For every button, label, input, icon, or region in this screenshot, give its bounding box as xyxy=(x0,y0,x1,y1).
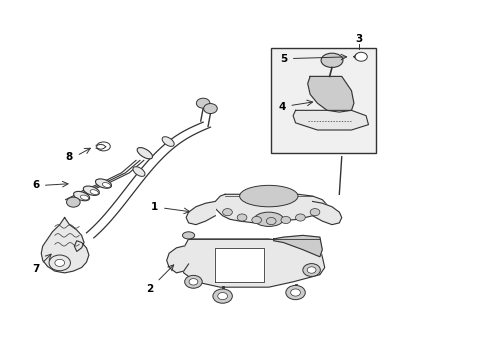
Circle shape xyxy=(251,216,261,224)
Circle shape xyxy=(302,264,320,276)
Ellipse shape xyxy=(354,52,366,61)
Circle shape xyxy=(55,259,64,266)
Text: 2: 2 xyxy=(146,284,153,294)
Text: 7: 7 xyxy=(33,264,40,274)
Polygon shape xyxy=(312,202,341,225)
Ellipse shape xyxy=(102,183,110,188)
Ellipse shape xyxy=(83,186,99,195)
Ellipse shape xyxy=(137,148,152,159)
Text: 5: 5 xyxy=(279,54,286,64)
Ellipse shape xyxy=(321,53,342,67)
Circle shape xyxy=(217,293,227,300)
Polygon shape xyxy=(273,235,322,257)
Ellipse shape xyxy=(133,167,145,176)
Circle shape xyxy=(285,285,305,300)
Text: 8: 8 xyxy=(66,152,73,162)
Ellipse shape xyxy=(90,190,98,195)
Polygon shape xyxy=(353,54,363,59)
Polygon shape xyxy=(166,246,188,273)
Polygon shape xyxy=(292,111,368,130)
Circle shape xyxy=(237,214,246,221)
Text: 3: 3 xyxy=(354,34,362,44)
Circle shape xyxy=(306,267,315,273)
Circle shape xyxy=(66,197,80,207)
Circle shape xyxy=(281,216,290,224)
Polygon shape xyxy=(96,144,106,149)
Circle shape xyxy=(189,279,198,285)
Ellipse shape xyxy=(81,195,88,200)
Circle shape xyxy=(49,255,70,271)
Ellipse shape xyxy=(254,212,283,226)
Ellipse shape xyxy=(73,192,89,201)
Circle shape xyxy=(222,208,232,216)
Polygon shape xyxy=(41,217,89,273)
Ellipse shape xyxy=(162,137,174,147)
Polygon shape xyxy=(186,202,215,225)
Ellipse shape xyxy=(239,185,297,207)
Circle shape xyxy=(203,104,217,113)
Ellipse shape xyxy=(97,142,110,151)
Polygon shape xyxy=(215,248,264,282)
Circle shape xyxy=(184,275,202,288)
Polygon shape xyxy=(215,194,326,223)
Circle shape xyxy=(295,214,305,221)
Ellipse shape xyxy=(95,179,111,188)
Ellipse shape xyxy=(182,232,194,239)
Bar xyxy=(271,48,375,153)
Text: 1: 1 xyxy=(151,202,158,212)
Circle shape xyxy=(266,217,276,225)
Text: 6: 6 xyxy=(33,180,40,190)
Polygon shape xyxy=(181,239,324,287)
Polygon shape xyxy=(307,76,353,112)
Circle shape xyxy=(309,208,319,216)
Circle shape xyxy=(290,289,300,296)
Text: 4: 4 xyxy=(278,102,285,112)
Circle shape xyxy=(196,98,209,108)
Circle shape xyxy=(212,289,232,303)
